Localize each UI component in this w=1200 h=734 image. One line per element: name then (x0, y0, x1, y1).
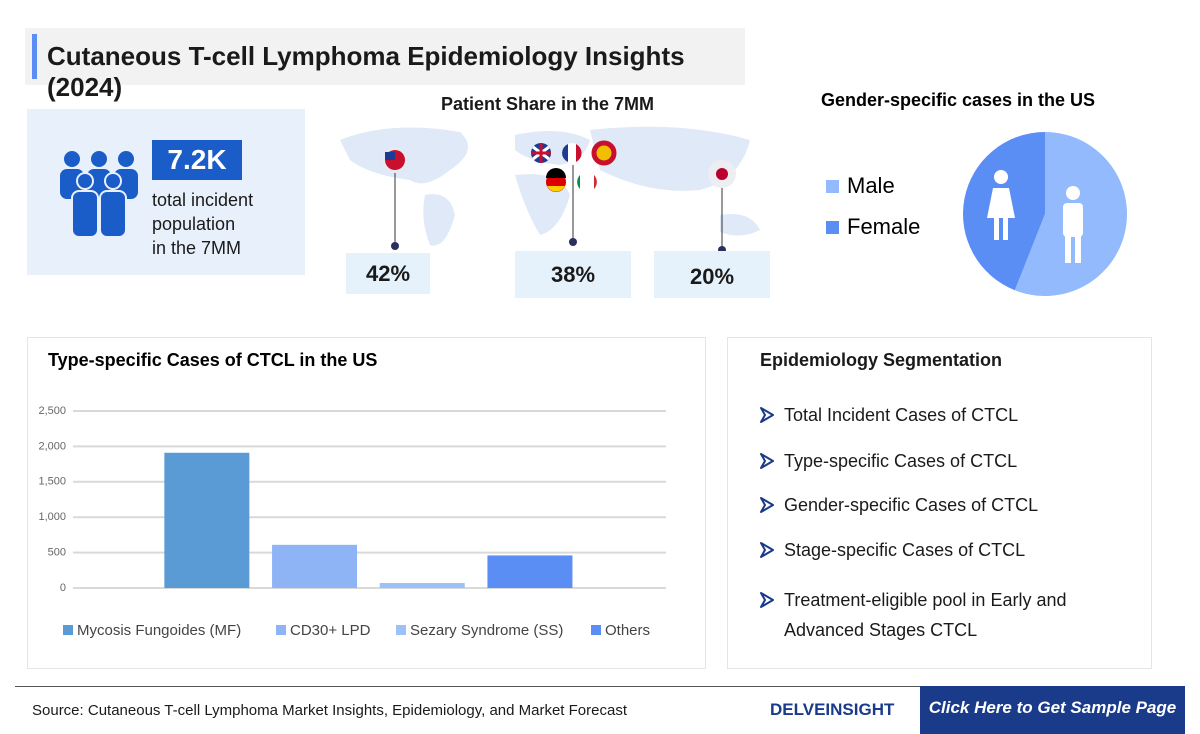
incident-line: in the 7MM (152, 238, 242, 258)
share-title: Patient Share in the 7MM (440, 94, 655, 114)
segmentation-item: Treatment-eligible pool in Early and Adv… (758, 585, 1118, 645)
legend-swatch (276, 625, 286, 635)
legend-swatch (826, 221, 839, 234)
bar-chart: Type-specific Cases of CTCL in the US 0 5… (38, 350, 666, 639)
y-tick-label: 2,000 (38, 440, 66, 452)
bar (272, 544, 358, 588)
segmentation-item: Stage-specific Cases of CTCL (758, 535, 1118, 565)
segmentation-item: Type-specific Cases of CTCL (758, 446, 1118, 476)
segmentation-text: Type-specific Cases of CTCL (784, 451, 1018, 471)
legend-label: Female (847, 214, 920, 239)
chart-title: Gender-specific cases in the US (821, 90, 1095, 110)
segmentation-text: Gender-specific Cases of CTCL (784, 495, 1039, 515)
legend-swatch (826, 180, 839, 193)
segmentation-item: Total Incident Cases of CTCL (758, 400, 1118, 430)
legend-label: Sezary Syndrome (SS) (410, 622, 563, 639)
y-tick-label: 1,000 (38, 511, 66, 523)
chevron-icon (760, 542, 774, 558)
y-tick-label: 0 (60, 582, 66, 594)
title-accent (32, 34, 37, 79)
share-value: 42% (346, 253, 430, 294)
bar (164, 452, 250, 588)
chevron-icon (760, 497, 774, 513)
bar-panel: Type-specific Cases of CTCL in the US 0 5… (27, 337, 706, 669)
chart-title: Type-specific Cases of CTCL in the US (48, 350, 377, 370)
y-tick-label: 500 (48, 547, 66, 559)
page-title: Cutaneous T-cell Lymphoma Epidemiology I… (47, 41, 685, 102)
footer-rule (15, 686, 920, 687)
segmentation-title: Epidemiology Segmentation (760, 350, 1003, 370)
legend-label: Male (847, 173, 895, 198)
bar (379, 583, 465, 588)
chevron-icon (760, 407, 774, 423)
chevron-icon (760, 592, 774, 608)
gender-chart: Gender-specific cases in the US Male Fema… (821, 90, 1127, 296)
bar (487, 555, 573, 588)
segmentation-item: Gender-specific Cases of CTCL (758, 490, 1118, 520)
incident-text: total incident population in the 7MM (152, 188, 253, 260)
source: Source: Cutaneous T-cell Lymphoma Market… (32, 702, 627, 719)
incident-value: 7.2K (152, 140, 242, 180)
y-tick-label: 1,500 (38, 476, 66, 488)
segmentation-text: Total Incident Cases of CTCL (784, 405, 1019, 425)
incident-line: total incident (152, 190, 254, 210)
segmentation-text: Stage-specific Cases of CTCL (784, 540, 1026, 560)
legend-swatch (591, 625, 601, 635)
incident-line: population (152, 214, 236, 234)
incident-panel: 7.2K total incident population in the 7M… (27, 109, 305, 275)
legend-label: Others (605, 622, 650, 639)
y-tick-label: 2,500 (38, 405, 66, 417)
people-icon (60, 151, 138, 238)
sample-button[interactable]: Click Here to Get Sample Page (920, 686, 1185, 734)
gender-icons (987, 170, 1083, 263)
segmentation-panel: Epidemiology Segmentation Total Incident… (727, 337, 1152, 669)
chevron-icon (760, 453, 774, 469)
legend-label: CD30+ LPD (290, 622, 371, 639)
legend-swatch (63, 625, 73, 635)
title-box: Cutaneous T-cell Lymphoma Epidemiology I… (25, 28, 745, 102)
legend-label: Mycosis Fungoides (MF) (77, 622, 241, 639)
share-value: 38% (515, 251, 631, 298)
legend-swatch (396, 625, 406, 635)
world-map (340, 126, 760, 254)
share-value: 20% (654, 251, 770, 298)
logo: DELVEINSIGHT (770, 700, 895, 719)
segmentation-text: Treatment-eligible pool in Early and Adv… (784, 590, 1067, 640)
